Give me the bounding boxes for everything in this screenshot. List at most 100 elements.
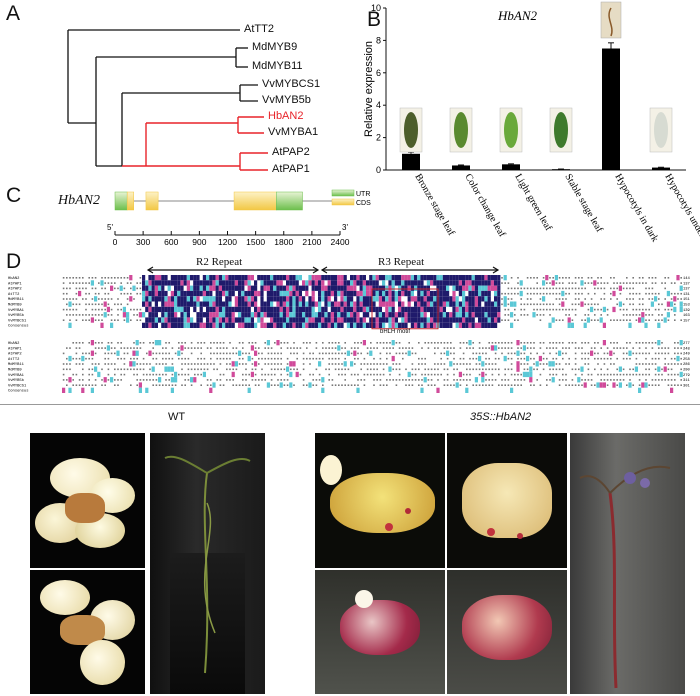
residue bbox=[434, 347, 436, 349]
residue bbox=[346, 280, 350, 286]
residue bbox=[250, 275, 254, 281]
residue bbox=[340, 275, 344, 281]
residue bbox=[398, 296, 402, 302]
residue bbox=[324, 296, 328, 302]
residue bbox=[174, 312, 178, 318]
residue bbox=[606, 282, 609, 284]
residue bbox=[199, 301, 203, 307]
residue bbox=[180, 275, 184, 281]
residue bbox=[565, 379, 567, 381]
residue bbox=[574, 314, 577, 316]
residue bbox=[466, 384, 468, 386]
residue bbox=[552, 373, 554, 376]
residue bbox=[600, 298, 602, 300]
residue bbox=[286, 366, 290, 372]
residue bbox=[302, 317, 306, 323]
residue bbox=[126, 317, 130, 323]
residue bbox=[357, 342, 359, 344]
residue bbox=[597, 363, 599, 365]
residue bbox=[170, 317, 174, 323]
residue bbox=[590, 384, 593, 386]
residue bbox=[481, 306, 485, 313]
residue bbox=[433, 312, 437, 318]
residue bbox=[603, 373, 606, 376]
residue bbox=[322, 342, 324, 344]
residue bbox=[514, 292, 516, 295]
residue bbox=[430, 342, 433, 344]
y-tick-label: 2 bbox=[376, 133, 381, 143]
residue bbox=[338, 352, 340, 355]
residue bbox=[206, 379, 209, 381]
residue bbox=[423, 275, 427, 281]
residue bbox=[484, 312, 488, 318]
residue bbox=[302, 363, 305, 365]
residue bbox=[354, 357, 356, 360]
residue bbox=[292, 285, 296, 291]
residue bbox=[487, 317, 491, 323]
exon-box bbox=[233, 191, 277, 211]
residue bbox=[177, 301, 181, 307]
residue bbox=[183, 275, 187, 281]
residue bbox=[328, 368, 330, 371]
residue bbox=[490, 317, 494, 323]
residue bbox=[382, 322, 386, 328]
residue bbox=[583, 322, 587, 328]
residue bbox=[202, 290, 206, 297]
residue bbox=[225, 317, 229, 323]
residue bbox=[250, 312, 254, 318]
residue bbox=[340, 317, 344, 323]
residue bbox=[587, 277, 590, 279]
residue bbox=[226, 379, 228, 381]
residue bbox=[341, 384, 343, 386]
residue bbox=[590, 347, 593, 349]
residue bbox=[187, 347, 190, 349]
residue bbox=[85, 384, 87, 386]
residue bbox=[154, 322, 158, 328]
residue bbox=[610, 298, 612, 300]
residue bbox=[330, 285, 334, 291]
residue bbox=[606, 384, 609, 386]
residue bbox=[523, 314, 526, 316]
residue bbox=[670, 373, 673, 376]
alignment-row bbox=[66, 355, 682, 362]
residue bbox=[363, 373, 366, 376]
residue bbox=[78, 303, 81, 306]
alignment-seq-name: VvMYBA1 bbox=[8, 374, 25, 378]
residue bbox=[283, 342, 286, 344]
residue bbox=[507, 379, 510, 381]
residue bbox=[642, 303, 644, 306]
residue bbox=[85, 287, 87, 290]
residue bbox=[302, 301, 306, 307]
residue bbox=[407, 301, 411, 307]
residue bbox=[418, 357, 420, 360]
residue bbox=[466, 368, 468, 371]
residue bbox=[408, 384, 410, 386]
residue bbox=[266, 285, 270, 291]
residue bbox=[530, 357, 532, 360]
residue bbox=[466, 379, 468, 381]
residue bbox=[552, 368, 554, 371]
residue bbox=[218, 290, 222, 297]
residue bbox=[148, 301, 152, 307]
residue bbox=[584, 282, 586, 284]
residue bbox=[72, 373, 74, 376]
residue bbox=[658, 298, 660, 300]
residue bbox=[343, 301, 347, 307]
residue bbox=[475, 384, 478, 386]
residue bbox=[578, 368, 580, 371]
residue bbox=[244, 312, 248, 318]
residue bbox=[359, 275, 363, 281]
residue bbox=[619, 347, 622, 349]
residue bbox=[245, 379, 247, 381]
oe-callus-photo-4 bbox=[447, 570, 567, 694]
residue bbox=[504, 292, 506, 295]
residue bbox=[282, 285, 286, 291]
residue bbox=[228, 306, 232, 313]
residue bbox=[344, 384, 346, 386]
residue bbox=[257, 317, 261, 323]
residue bbox=[302, 379, 305, 381]
residue bbox=[661, 342, 663, 344]
residue bbox=[78, 379, 81, 381]
residue bbox=[72, 342, 74, 344]
residue bbox=[459, 347, 462, 349]
